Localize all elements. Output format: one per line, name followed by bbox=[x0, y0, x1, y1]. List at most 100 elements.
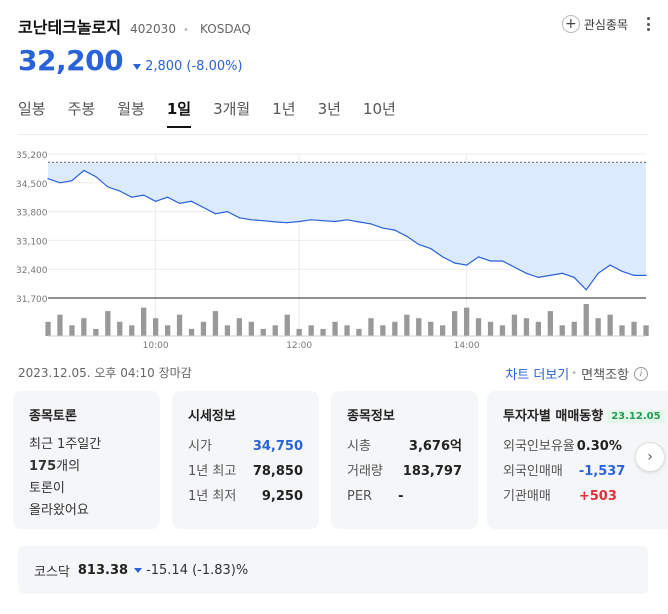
y-tick-label: 31,700 bbox=[16, 295, 48, 305]
date-badge: 23.12.05 bbox=[607, 410, 665, 423]
price-point bbox=[71, 180, 73, 182]
card-market-info[interactable]: 시세정보 시가 34,750 1년 최고 78,850 1년 최저 9,250 bbox=[172, 391, 319, 529]
volume-bar bbox=[308, 325, 314, 336]
x-tick-label: 10:00 bbox=[143, 341, 169, 351]
price-point bbox=[131, 196, 133, 198]
discussion-line3: 토론이 bbox=[29, 481, 65, 496]
price-point bbox=[585, 289, 587, 291]
card-title: 종목정보 bbox=[347, 409, 395, 424]
volume-bar bbox=[260, 328, 266, 336]
volume-bar bbox=[236, 318, 242, 336]
volume-bar bbox=[212, 311, 219, 336]
tabs-divider bbox=[18, 134, 648, 135]
more-chart-link[interactable]: 차트 더보기 bbox=[505, 368, 570, 383]
chevron-right-icon[interactable]: › bbox=[635, 442, 665, 472]
timestamp: 2023.12.05. 오후 04:10 장마감 bbox=[18, 366, 192, 380]
price-point bbox=[489, 260, 492, 262]
price-point bbox=[597, 272, 599, 274]
tab-monthly[interactable]: 월봉 bbox=[117, 100, 145, 118]
volume-bar bbox=[631, 321, 637, 336]
volume-bar bbox=[296, 328, 302, 336]
price-point bbox=[549, 274, 551, 276]
price-point bbox=[143, 194, 145, 196]
discussion-line4: 올라왔어요 bbox=[29, 503, 89, 518]
price-point bbox=[274, 221, 276, 223]
price-point bbox=[621, 270, 623, 272]
volume-bar bbox=[523, 318, 530, 336]
tab-daily[interactable]: 일봉 bbox=[18, 100, 46, 118]
price-point bbox=[394, 229, 396, 231]
volume-bar bbox=[320, 328, 326, 336]
tab-10years[interactable]: 10년 bbox=[362, 100, 396, 118]
volume-bar bbox=[404, 314, 410, 336]
investor-row-institution: 기관매매 +503 bbox=[503, 484, 661, 509]
price-chart[interactable]: 35,200 34,500 33,800 33,100 32,400 31,700 10:0… bbox=[0, 140, 668, 360]
volume-bar bbox=[344, 325, 350, 336]
row-value: - bbox=[398, 489, 404, 504]
volume-bar bbox=[511, 314, 518, 336]
price-point bbox=[442, 256, 444, 258]
price-point bbox=[95, 176, 97, 178]
price-point bbox=[609, 264, 611, 266]
price-point bbox=[47, 178, 49, 180]
volume-bar bbox=[153, 318, 159, 336]
volume-bar bbox=[607, 314, 613, 336]
price-change: 2,800 (-8.00%) bbox=[133, 59, 243, 74]
volume-bar bbox=[428, 321, 434, 336]
stock-code: 402030 bbox=[130, 22, 176, 36]
price-point bbox=[537, 276, 540, 278]
row-label: 1년 최저 bbox=[188, 489, 237, 504]
stock-market: KOSDAQ bbox=[200, 22, 251, 36]
volume-bar bbox=[368, 318, 374, 336]
volume-bar bbox=[452, 311, 458, 336]
down-triangle-icon bbox=[134, 567, 143, 573]
card-stock-info[interactable]: 종목정보 시총 3,676억 거래량 183,797 PER - bbox=[331, 391, 478, 529]
tab-weekly[interactable]: 주봉 bbox=[67, 100, 96, 118]
change-amount: 2,800 bbox=[145, 59, 183, 74]
price-point bbox=[406, 235, 408, 237]
price-point bbox=[226, 211, 228, 213]
row-label: PER bbox=[347, 489, 373, 504]
market-row-year-high: 1년 최고 78,850 bbox=[188, 459, 303, 484]
add-watchlist-button[interactable]: + 관심종목 bbox=[561, 15, 628, 33]
info-icon[interactable]: i bbox=[634, 366, 648, 381]
price-point bbox=[334, 220, 336, 223]
price-point bbox=[310, 219, 312, 221]
volume-bar bbox=[117, 321, 123, 336]
price-point bbox=[214, 213, 216, 215]
volume-bar bbox=[176, 314, 183, 336]
more-menu-icon[interactable] bbox=[646, 17, 650, 31]
volume-bar bbox=[583, 304, 589, 336]
price-point bbox=[513, 266, 516, 268]
volume-bar bbox=[69, 325, 75, 336]
card-discussion[interactable]: 종목토론 최근 1주일간 175개의 토론이 올라왔어요 bbox=[13, 391, 160, 529]
tab-3years[interactable]: 3년 bbox=[317, 100, 341, 118]
price-point bbox=[298, 220, 300, 223]
info-row-volume: 거래량 183,797 bbox=[347, 459, 462, 484]
price-point bbox=[633, 274, 635, 276]
volume-bar bbox=[595, 318, 601, 336]
price-point bbox=[190, 200, 193, 202]
volume-bar bbox=[284, 314, 290, 336]
price-point bbox=[107, 186, 109, 188]
volume-bar bbox=[487, 321, 494, 336]
price-point bbox=[202, 206, 205, 209]
kosdaq-index-bar[interactable]: 코스닥 813.38 -15.14 (-1.83)% bbox=[18, 546, 648, 594]
tab-1year[interactable]: 1년 bbox=[272, 100, 296, 118]
card-investor-trend[interactable]: 투자자별 매매동향 23.12.05 외국인보유율 0.30% 외국인매매 -1,53… bbox=[487, 391, 668, 529]
market-row-year-low: 1년 최저 9,250 bbox=[188, 484, 303, 509]
tab-1day[interactable]: 1일 bbox=[166, 98, 192, 128]
index-change: -15.14 (-1.83)% bbox=[146, 562, 249, 578]
volume-bar bbox=[547, 311, 553, 336]
volume-bar bbox=[392, 321, 398, 336]
info-row-marketcap: 시총 3,676억 bbox=[347, 434, 462, 459]
y-tick-label: 35,200 bbox=[16, 151, 48, 161]
row-label: 시총 bbox=[347, 439, 371, 454]
row-label: 시가 bbox=[188, 439, 212, 454]
disclaimer-link[interactable]: 면책조항 bbox=[581, 368, 629, 383]
price-point bbox=[370, 223, 372, 225]
row-value: 0.30% bbox=[576, 439, 622, 454]
tab-3months[interactable]: 3개월 bbox=[213, 100, 251, 118]
price-point bbox=[645, 274, 647, 276]
price-point bbox=[573, 276, 575, 278]
